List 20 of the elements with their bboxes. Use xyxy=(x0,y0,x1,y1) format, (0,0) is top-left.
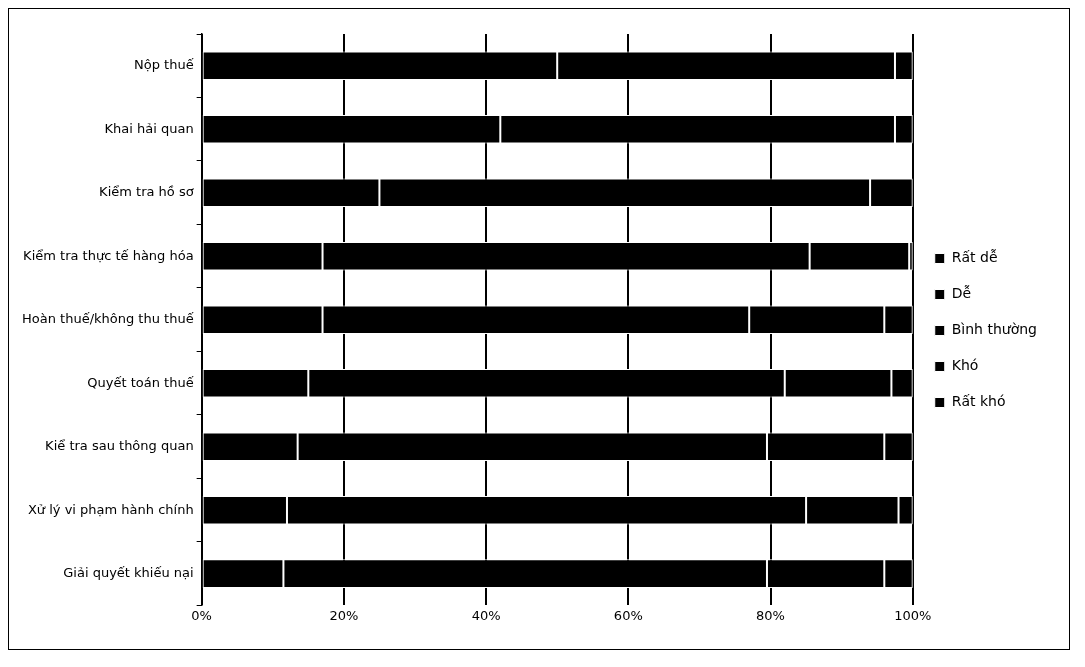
x-tick-label: 60% xyxy=(613,607,643,623)
legend-label: Rất dễ xyxy=(951,249,998,266)
y-tick-label: Kiểm tra hồ sơ xyxy=(99,184,194,200)
y-tick-label: Xử lý vi phạm hành chính xyxy=(27,501,194,517)
x-tick-label: 20% xyxy=(329,607,359,623)
y-tick-label: Quyết toán thuế xyxy=(87,374,194,390)
legend-label: Rất khó xyxy=(951,393,1006,410)
y-tick-label: Kiểm tra thực tế hàng hóa xyxy=(23,247,194,263)
legend-label: Khó xyxy=(951,357,979,374)
legend-label: Bình thường xyxy=(951,321,1038,338)
y-tick-label: Khai hải quan xyxy=(104,120,194,136)
y-tick-label: Kiể tra sau thông quan xyxy=(45,438,194,454)
x-tick-label: 40% xyxy=(471,607,501,623)
y-tick-label: Hoàn thuế/không thu thuế xyxy=(21,311,194,327)
x-tick-label: 80% xyxy=(756,607,785,623)
y-tick-label: Giải quyết khiếu nại xyxy=(63,565,194,581)
x-tick-label: 0% xyxy=(191,607,212,623)
x-tick-label: 100% xyxy=(894,607,932,623)
y-tick-label: Nộp thuế xyxy=(134,57,194,73)
legend-label: Dễ xyxy=(951,285,972,302)
